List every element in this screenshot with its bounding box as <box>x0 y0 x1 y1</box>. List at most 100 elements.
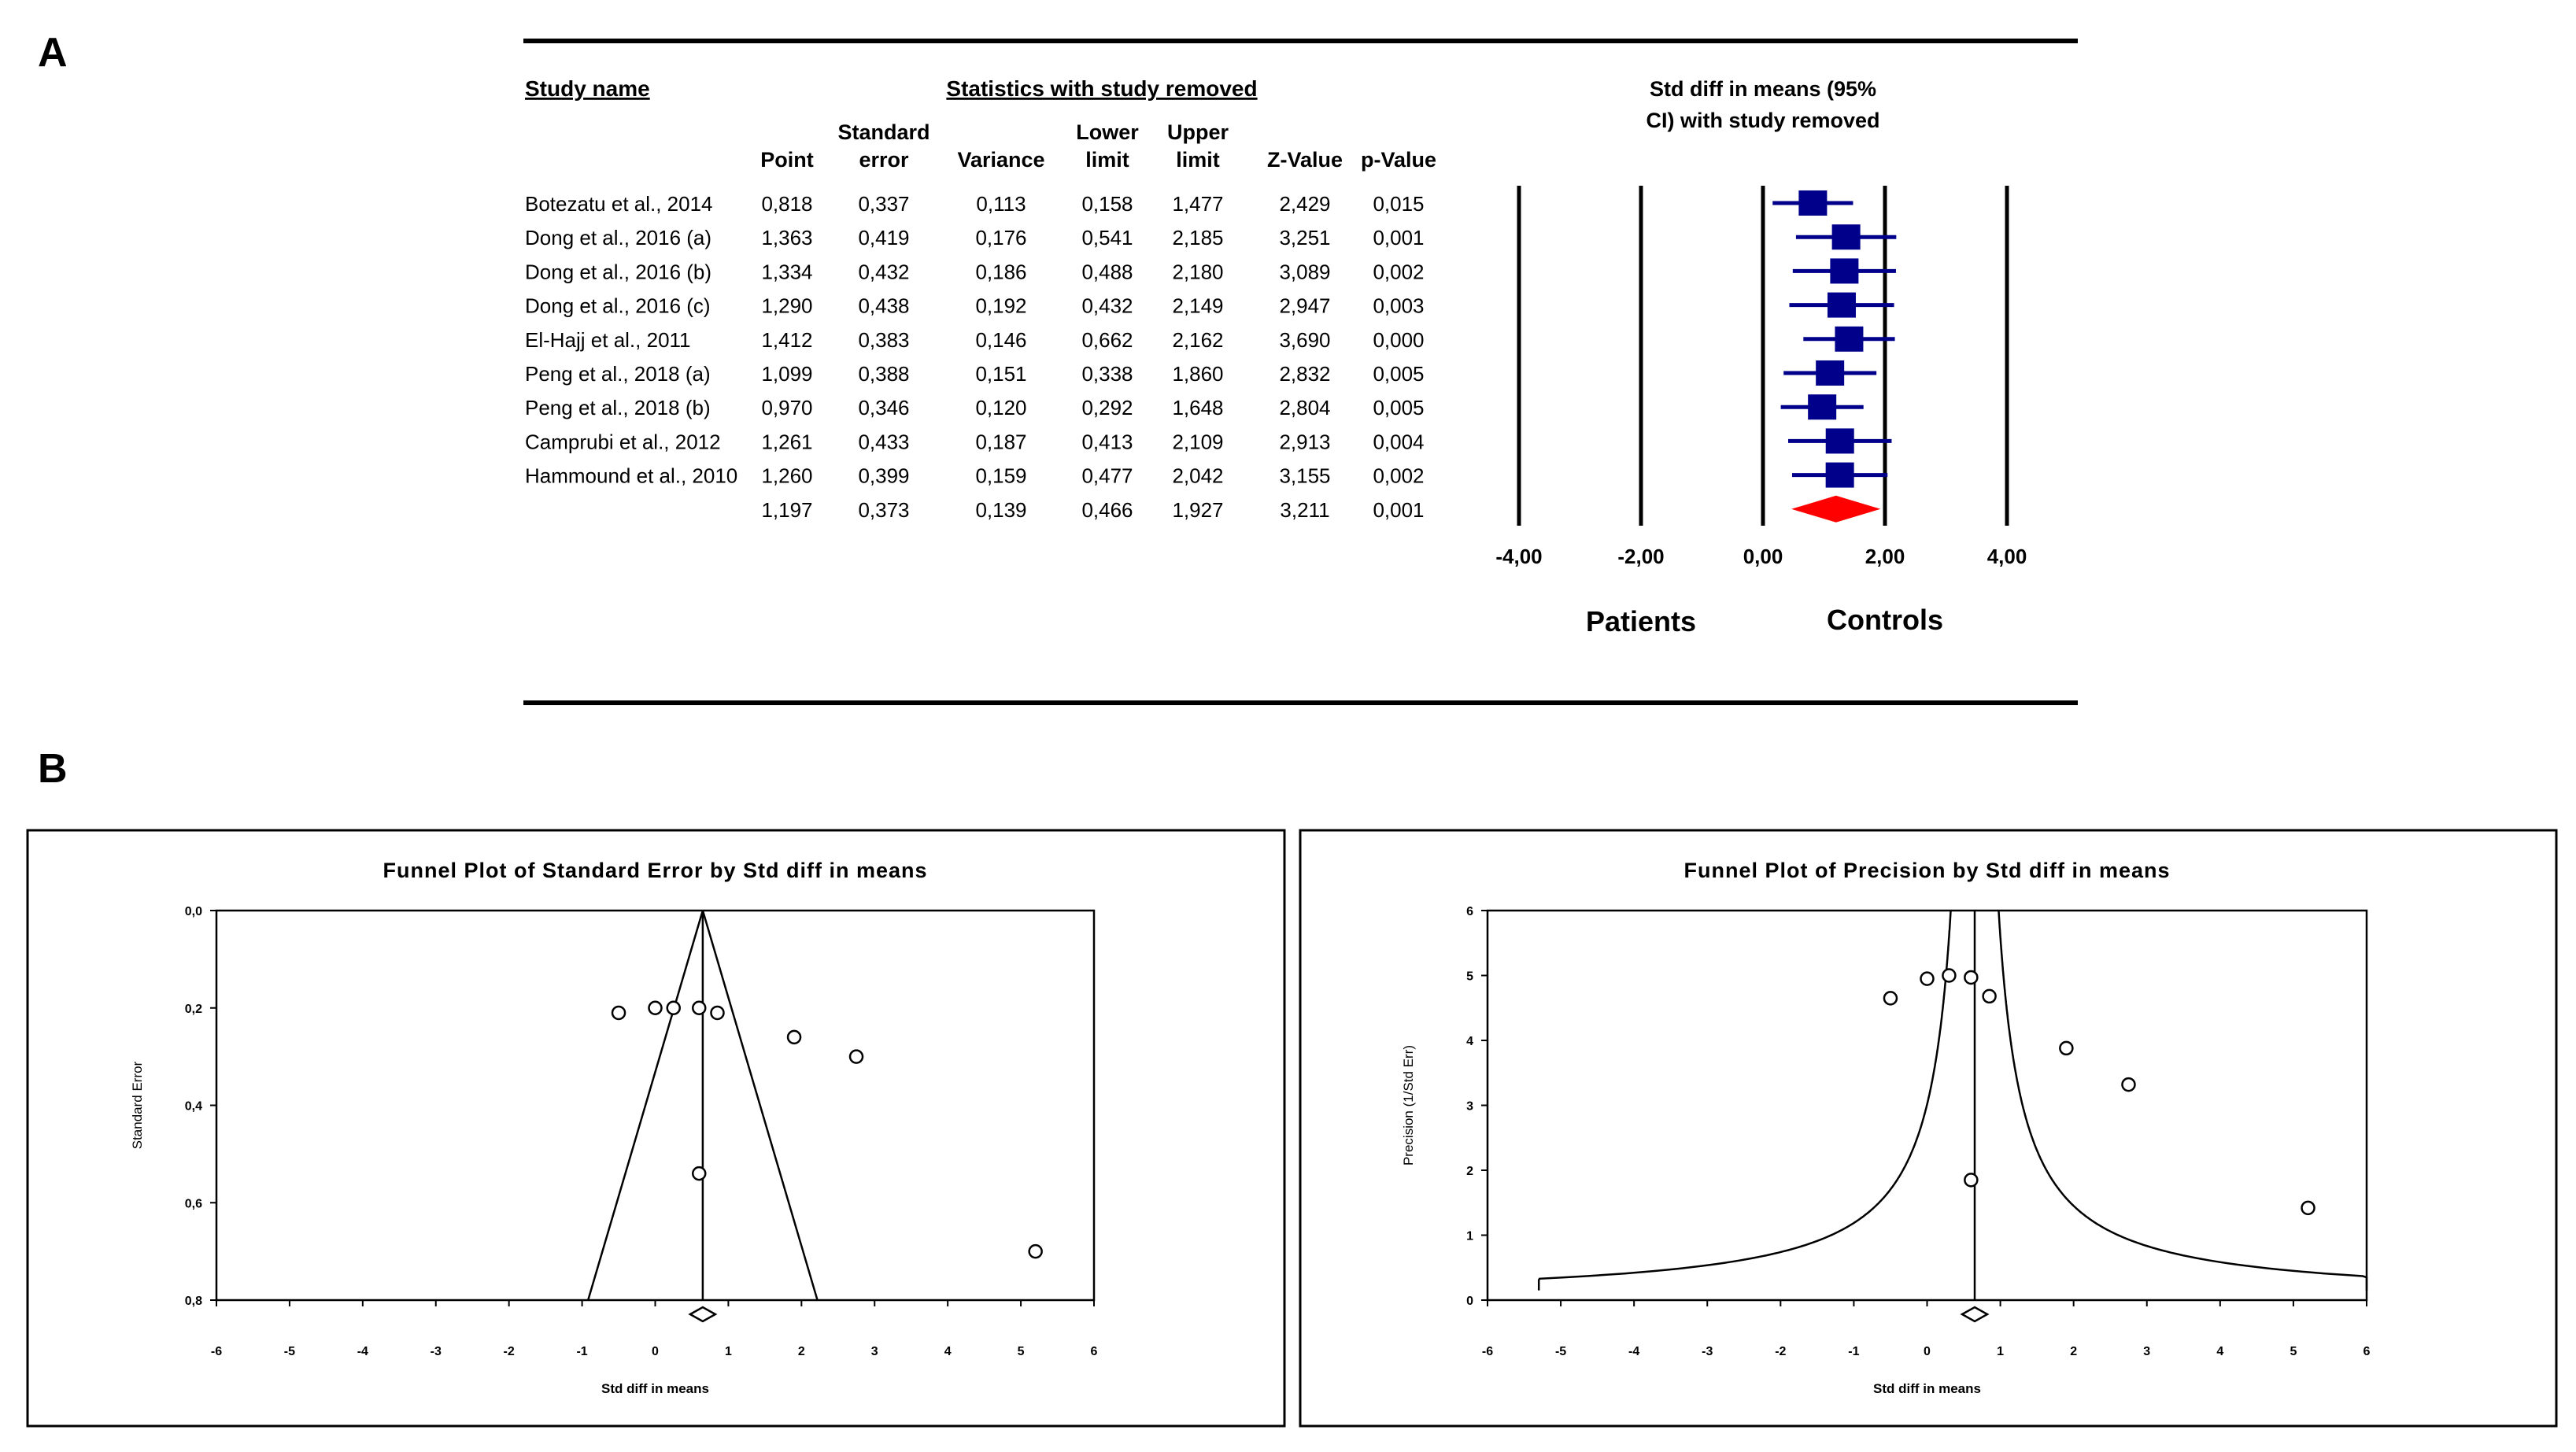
y-tick-label: 0 <box>1466 1295 1473 1308</box>
axis-tick-label: -2,00 <box>1617 545 1664 568</box>
point-marker <box>1830 258 1859 284</box>
cell-point: 1,363 <box>761 226 812 249</box>
funnel-right-limit <box>1998 911 2368 1291</box>
x-tick-label: 0 <box>1924 1345 1931 1358</box>
stats-group-header: Statistics with study removed <box>946 76 1257 101</box>
cell-upper-limit: 2,149 <box>1172 294 1223 318</box>
x-tick-label: -6 <box>1482 1345 1493 1358</box>
x-tick-label: 2 <box>2070 1345 2077 1358</box>
cell-p-value: 0,005 <box>1373 396 1424 419</box>
summary-cell-upper-limit: 1,927 <box>1172 498 1223 522</box>
x-tick-label: 1 <box>725 1345 732 1358</box>
axis-tick-label: -4,00 <box>1495 545 1542 568</box>
study-point <box>710 1005 725 1021</box>
study-point <box>2301 1200 2315 1216</box>
cell-z-value: 2,429 <box>1279 192 1330 216</box>
plot-area <box>215 909 1096 1302</box>
cell-point: 1,260 <box>761 464 812 488</box>
cell-lower-limit: 0,158 <box>1081 192 1133 216</box>
funnel-left-limit <box>1537 911 1952 1291</box>
y-tick-label: 0,8 <box>185 1295 202 1308</box>
cell-z-value: 2,913 <box>1279 430 1330 453</box>
study-point <box>848 1049 864 1064</box>
cell-p-value: 0,002 <box>1373 260 1424 283</box>
x-tick-label: -4 <box>357 1345 368 1358</box>
cell-p-value: 0,000 <box>1373 328 1424 352</box>
study-point <box>692 1000 707 1015</box>
x-axis-label: Std diff in means <box>601 1381 709 1396</box>
study-point <box>1920 971 1935 986</box>
cell-standard-error: 0,337 <box>858 192 909 216</box>
axis-tick-label: 0,00 <box>1743 545 1783 568</box>
right-axis-label: Controls <box>1827 604 1943 636</box>
y-tick-label: 0,4 <box>185 1100 202 1114</box>
col-header-p-value: p-Value <box>1361 148 1436 172</box>
study-point <box>666 1000 681 1015</box>
cell-lower-limit: 0,413 <box>1081 430 1133 453</box>
y-tick-label: 2 <box>1466 1165 1473 1178</box>
point-marker <box>1825 462 1854 488</box>
summary-cell-z-value: 3,211 <box>1280 498 1329 522</box>
x-tick-label: 3 <box>2143 1345 2150 1358</box>
y-tick-label: 4 <box>1466 1035 1473 1048</box>
cell-p-value: 0,004 <box>1373 430 1424 453</box>
x-tick-label: -2 <box>1775 1345 1786 1358</box>
funnel-left-limit <box>587 910 704 1301</box>
col-header-lower-limit: limit <box>1085 148 1129 172</box>
cell-z-value: 2,832 <box>1279 362 1330 386</box>
col-header-lower-limit-line1: Lower <box>1076 120 1139 144</box>
cell-standard-error: 0,419 <box>858 226 909 249</box>
x-tick-label: -4 <box>1628 1345 1639 1358</box>
cell-standard-error: 0,432 <box>858 260 909 283</box>
y-tick-label: 0,2 <box>185 1003 202 1016</box>
panel-frame <box>1299 829 2558 1428</box>
y-tick-label: 0,0 <box>185 905 202 918</box>
panel-b-label: B <box>38 746 68 792</box>
x-tick-label: 4 <box>944 1345 952 1358</box>
cell-upper-limit: 2,162 <box>1172 328 1223 352</box>
funnel-right-limit <box>701 910 819 1301</box>
study-name: Peng et al., 2018 (a) <box>525 362 711 386</box>
study-point <box>1982 988 1997 1004</box>
cell-variance: 0,120 <box>975 396 1026 419</box>
cell-standard-error: 0,383 <box>858 328 909 352</box>
study-name: Dong et al., 2016 (c) <box>525 294 711 318</box>
col-header-standard-error: error <box>859 148 909 172</box>
cell-lower-limit: 0,541 <box>1081 226 1133 249</box>
cell-upper-limit: 1,477 <box>1172 192 1223 216</box>
cell-point: 1,261 <box>761 430 812 453</box>
cell-z-value: 3,089 <box>1279 260 1330 283</box>
cell-lower-limit: 0,338 <box>1081 362 1133 386</box>
y-tick-label: 6 <box>1466 905 1473 918</box>
y-tick-label: 5 <box>1466 970 1473 984</box>
funnel-plot-standard-error: Funnel Plot of Standard Error by Std dif… <box>26 829 1286 1428</box>
point-marker <box>1808 394 1837 420</box>
cell-z-value: 3,690 <box>1279 328 1330 352</box>
x-tick-label: 0 <box>652 1345 659 1358</box>
x-tick-label: -1 <box>576 1345 587 1358</box>
x-tick-label: 6 <box>2363 1345 2371 1358</box>
x-tick-label: -5 <box>1555 1345 1566 1358</box>
study-point <box>786 1029 802 1045</box>
study-point <box>2059 1040 2074 1056</box>
cell-standard-error: 0,433 <box>858 430 909 453</box>
study-name: Hammound et al., 2010 <box>525 464 737 488</box>
col-header-point: Point <box>760 148 814 172</box>
x-axis-label: Std diff in means <box>1873 1381 1981 1396</box>
summary-marker <box>1960 1306 1990 1323</box>
study-name: Botezatu et al., 2014 <box>525 192 713 216</box>
x-tick-label: -2 <box>504 1345 515 1358</box>
cell-variance: 0,151 <box>975 362 1026 386</box>
x-tick-label: 3 <box>871 1345 878 1358</box>
study-name: Peng et al., 2018 (b) <box>525 396 711 419</box>
left-axis-label: Patients <box>1586 605 1696 637</box>
cell-z-value: 3,251 <box>1279 226 1330 249</box>
study-name: Dong et al., 2016 (b) <box>525 260 711 283</box>
cell-variance: 0,146 <box>975 328 1026 352</box>
summary-cell-lower-limit: 0,466 <box>1081 498 1133 522</box>
cell-upper-limit: 1,860 <box>1172 362 1223 386</box>
cell-z-value: 3,155 <box>1279 464 1330 488</box>
col-header-upper-limit: limit <box>1176 148 1220 172</box>
